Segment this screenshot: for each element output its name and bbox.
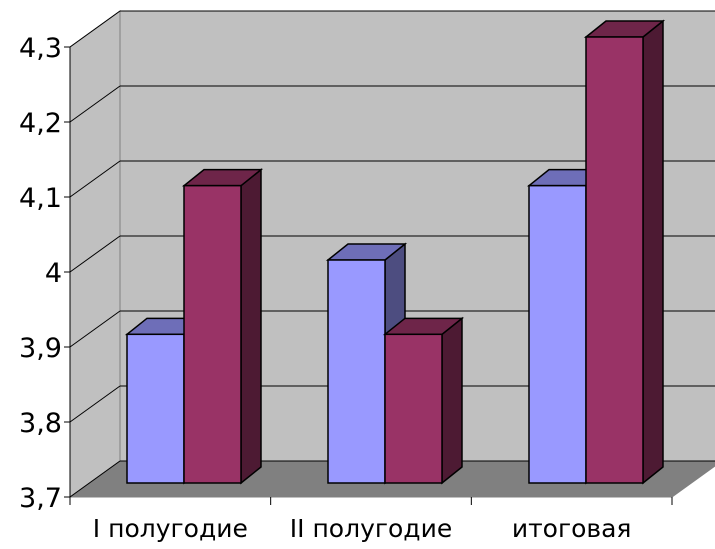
bar-front bbox=[528, 184, 587, 484]
gridline-depth bbox=[69, 160, 121, 198]
y-axis: 3,7 3,8 3,9 4 4,1 4,2 4,3 bbox=[19, 33, 71, 514]
x-axis: I полугодие II полугодие итоговая bbox=[69, 497, 673, 543]
gridline-depth bbox=[69, 385, 121, 423]
bar bbox=[382, 316, 465, 485]
gridline-depth bbox=[69, 235, 121, 273]
gridline-depth bbox=[69, 310, 121, 348]
x-tick-label: II полугодие bbox=[290, 514, 452, 543]
bar-side bbox=[642, 19, 664, 485]
y-tick-label: 4 bbox=[45, 258, 62, 289]
y-tick-label: 4,3 bbox=[19, 33, 62, 64]
x-tick-label: итоговая bbox=[512, 514, 632, 543]
gridline-depth bbox=[69, 10, 121, 48]
bar-front bbox=[183, 184, 242, 484]
y-tick-label: 4,1 bbox=[19, 183, 62, 214]
bar-side bbox=[441, 316, 463, 485]
bar-front bbox=[585, 36, 644, 484]
gridline-depth bbox=[69, 460, 121, 498]
y-tick-label: 3,9 bbox=[19, 333, 62, 364]
x-tick-label: I полугодие bbox=[93, 514, 248, 543]
y-tick-label: 3,8 bbox=[19, 408, 62, 439]
bar-front bbox=[384, 333, 443, 484]
bars bbox=[124, 19, 666, 485]
bar bbox=[583, 19, 666, 485]
gridline-depth bbox=[69, 85, 121, 123]
y-tick-label: 3,7 bbox=[19, 483, 62, 514]
bar-front bbox=[126, 333, 185, 484]
bar-front bbox=[327, 259, 386, 484]
y-tick-label: 4,2 bbox=[19, 108, 62, 139]
bar-side bbox=[240, 168, 262, 485]
bar bbox=[181, 168, 264, 485]
